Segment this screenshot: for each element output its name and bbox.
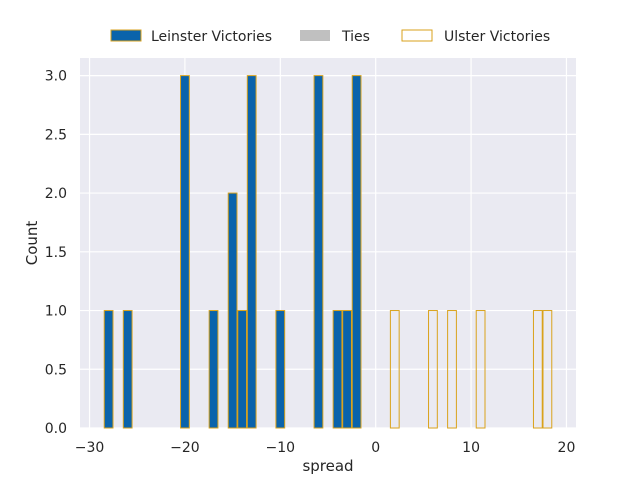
bar-ulster-victories <box>428 310 438 429</box>
bar-leinster-victories <box>332 310 343 429</box>
x-tick-labels: −30 −20 −10 0 10 20 <box>75 440 576 456</box>
x-tick-label: −10 <box>266 440 296 456</box>
bar-leinster-victories <box>227 192 238 429</box>
x-axis-label: spread <box>302 457 353 475</box>
bar-ulster-victories <box>542 310 553 429</box>
bar-leinster-victories <box>180 75 190 429</box>
legend-label-ties: Ties <box>341 29 370 45</box>
bar-leinster-victories <box>237 310 248 429</box>
bar-leinster-victories <box>246 75 257 429</box>
x-tick-label: 10 <box>462 440 480 456</box>
y-axis-label: Count <box>23 221 41 266</box>
bar-leinster-victories <box>313 75 324 429</box>
bar-leinster-victories <box>342 310 352 429</box>
bars <box>103 75 553 429</box>
legend-swatch-leinster <box>110 29 142 42</box>
bar-ulster-victories <box>475 310 486 429</box>
bar-ulster-victories <box>389 310 400 429</box>
plot-background <box>80 58 576 428</box>
y-tick-label: 2.0 <box>45 186 67 202</box>
x-tick-label: −20 <box>170 440 200 456</box>
bar-leinster-victories <box>208 310 219 429</box>
bar-ulster-victories <box>447 310 457 429</box>
y-tick-label: 1.0 <box>45 304 67 320</box>
y-tick-label: 1.5 <box>45 245 67 261</box>
bar-leinster-victories <box>351 75 362 429</box>
y-tick-label: 0.0 <box>45 421 67 437</box>
x-tick-label: 20 <box>558 440 576 456</box>
bar-leinster-victories <box>122 310 133 429</box>
y-tick-labels: 0.0 0.5 1.0 1.5 2.0 2.5 3.0 <box>45 69 67 437</box>
bar-leinster-victories <box>103 310 114 429</box>
grid <box>80 58 576 429</box>
legend-swatch-ties <box>300 30 330 41</box>
legend: Leinster Victories Ties Ulster Victories <box>110 29 550 45</box>
bar-ulster-victories <box>532 310 543 429</box>
legend-label-ulster: Ulster Victories <box>444 29 550 45</box>
legend-label-leinster: Leinster Victories <box>151 29 272 45</box>
legend-swatch-ulster <box>401 29 433 42</box>
x-tick-label: −30 <box>75 440 105 456</box>
bar-leinster-victories <box>275 310 286 429</box>
x-tick-label: 0 <box>371 440 380 456</box>
y-tick-label: 0.5 <box>45 362 67 378</box>
y-tick-label: 3.0 <box>45 69 67 85</box>
y-tick-label: 2.5 <box>45 127 67 143</box>
